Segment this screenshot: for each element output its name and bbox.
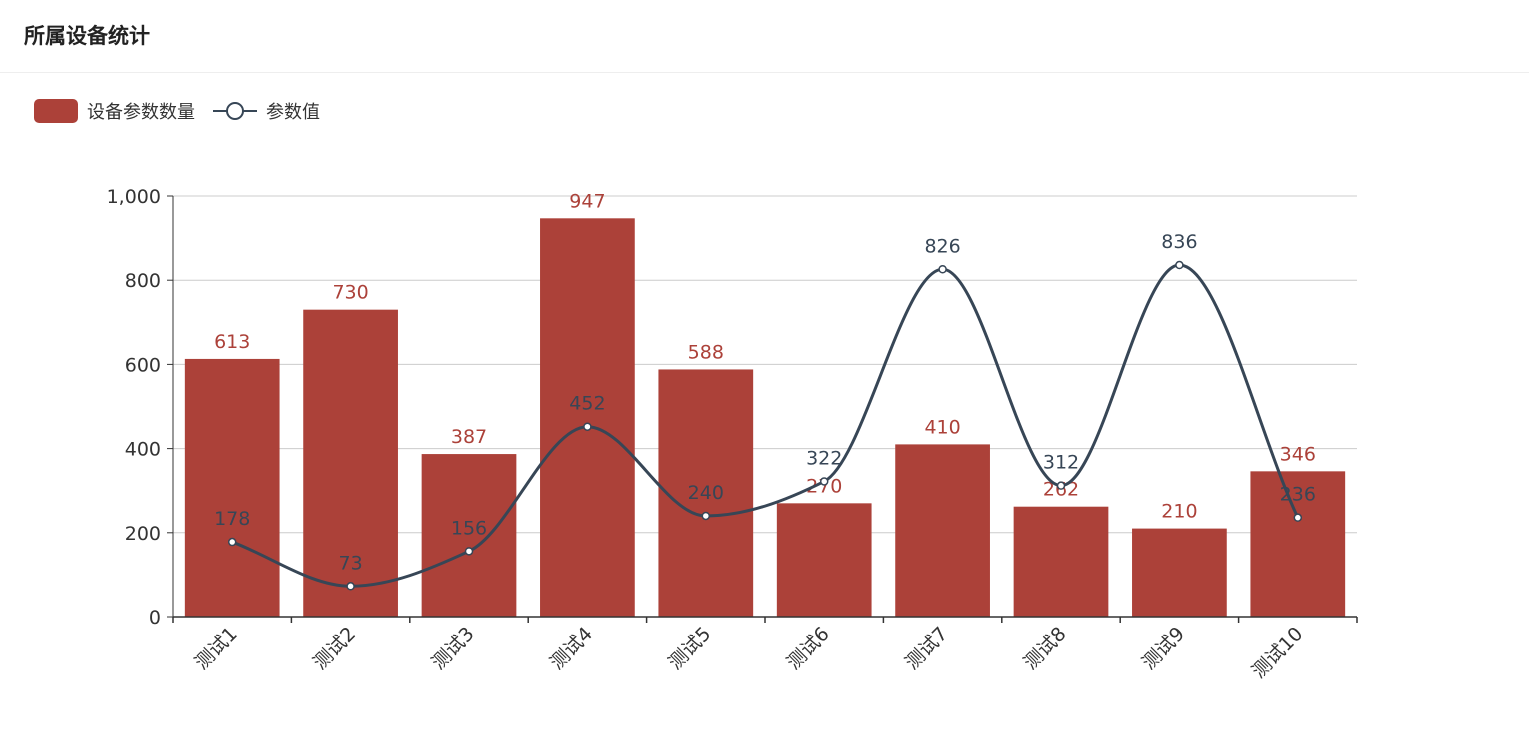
- bar-value-label: 613: [214, 331, 250, 353]
- x-tick-label: 测试5: [664, 623, 715, 674]
- line-point-测试8[interactable]: [1056, 481, 1066, 490]
- line-value-label: 236: [1280, 484, 1316, 506]
- line-point-测试6[interactable]: [819, 477, 829, 486]
- x-tick-label: 测试9: [1138, 623, 1189, 674]
- line-point-测试2[interactable]: [346, 582, 355, 591]
- line-value-label: 156: [451, 517, 487, 539]
- legend-label-line-series: 参数值: [266, 102, 320, 123]
- x-tick-label: 测试8: [1020, 623, 1071, 674]
- bar-测试3[interactable]: [421, 454, 517, 617]
- line-value-label: 322: [806, 447, 842, 469]
- x-tick-label: 测试10: [1248, 623, 1308, 683]
- legend-item-line-series[interactable]: 参数值: [213, 98, 320, 124]
- line-value-label: 240: [688, 482, 724, 504]
- bar-测试2[interactable]: [303, 309, 398, 617]
- line-value-label: 826: [924, 235, 960, 257]
- panel-title: 所属设备统计: [24, 24, 150, 48]
- legend-label-bar-series: 设备参数数量: [87, 102, 195, 123]
- line-point-测试10[interactable]: [1293, 513, 1303, 522]
- legend-item-bar-series[interactable]: 设备参数数量: [34, 98, 195, 124]
- line-point-测试7[interactable]: [938, 265, 947, 274]
- x-tick-label: 测试2: [309, 623, 360, 674]
- bar-value-label: 346: [1280, 443, 1316, 465]
- bar-value-label: 410: [924, 416, 960, 438]
- line-value-label: 178: [214, 508, 250, 530]
- y-tick-label: 800: [125, 270, 161, 292]
- bar-value-label: 270: [806, 475, 842, 497]
- bar-测试5[interactable]: [658, 369, 754, 617]
- y-tick-label: 1,000: [107, 186, 161, 208]
- line-value-label: 836: [1161, 231, 1197, 253]
- chart-legend: 设备参数数量 参数值: [34, 98, 338, 124]
- y-tick-label: 0: [149, 607, 161, 629]
- y-tick-label: 400: [125, 439, 161, 461]
- x-tick-label: 测试7: [901, 623, 952, 674]
- bar-value-label: 210: [1161, 501, 1197, 523]
- x-tick-label: 测试1: [191, 623, 242, 674]
- bar-value-label: 947: [569, 190, 605, 212]
- legend-line-swatch: [213, 102, 257, 120]
- bar-测试7[interactable]: [895, 444, 990, 617]
- line-value-label: 312: [1043, 452, 1079, 474]
- panel-header: 所属设备统计: [0, 0, 1529, 73]
- line-series-path: [231, 263, 1300, 588]
- bar-测试8[interactable]: [1013, 506, 1109, 617]
- legend-bar-swatch: [34, 99, 78, 123]
- line-point-测试5[interactable]: [701, 511, 711, 521]
- line-value-label: 73: [339, 552, 363, 574]
- line-point-测试1[interactable]: [227, 537, 237, 547]
- bar-测试9[interactable]: [1132, 528, 1227, 617]
- bar-value-label: 730: [332, 282, 368, 304]
- line-point-测试9[interactable]: [1175, 260, 1184, 270]
- bar-value-label: 387: [451, 426, 487, 448]
- bar-测试6[interactable]: [776, 503, 872, 617]
- y-tick-label: 200: [125, 523, 161, 545]
- line-point-测试4[interactable]: [583, 422, 592, 431]
- bar-测试1[interactable]: [184, 358, 280, 617]
- y-tick-label: 600: [125, 354, 161, 376]
- bar-测试10[interactable]: [1250, 471, 1346, 617]
- line-point-测试3[interactable]: [464, 547, 474, 556]
- bar-value-label: 588: [688, 341, 724, 363]
- line-value-label: 452: [569, 393, 605, 415]
- bar-测试4[interactable]: [540, 218, 635, 618]
- x-tick-label: 测试6: [783, 623, 834, 674]
- x-tick-label: 测试3: [428, 623, 479, 674]
- x-tick-label: 测试4: [546, 623, 597, 674]
